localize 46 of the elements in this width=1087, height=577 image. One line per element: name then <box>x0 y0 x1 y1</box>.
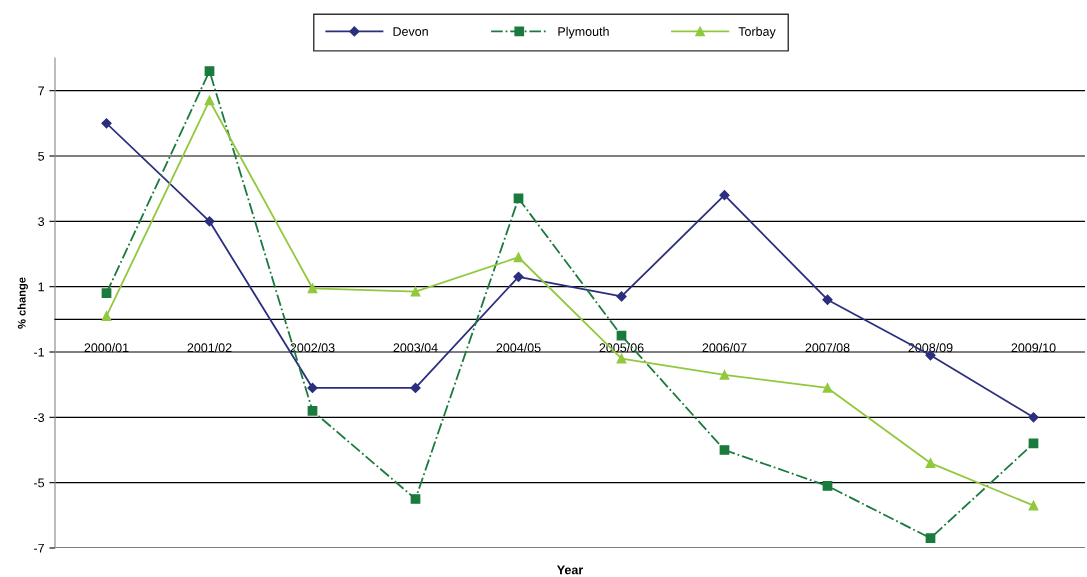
y-tick-label: 5 <box>38 151 45 161</box>
x-axis-title: Year <box>557 565 584 575</box>
legend-label: Plymouth <box>558 26 609 39</box>
point <box>204 66 215 76</box>
x-tick-label: 2009/10 <box>1011 342 1056 353</box>
y-tick-label: 3 <box>38 217 45 226</box>
point <box>307 283 318 294</box>
legend-label: Devon <box>393 27 428 36</box>
point <box>925 533 936 544</box>
y-tick-label: -3 <box>34 413 45 422</box>
point <box>822 294 833 305</box>
legend-label: Torbay <box>738 26 776 39</box>
point <box>616 353 627 364</box>
point <box>101 118 112 129</box>
y-tick-label: -5 <box>34 478 45 488</box>
point <box>307 405 318 416</box>
point <box>822 481 833 491</box>
x-tick-label: 2004/05 <box>496 342 541 353</box>
point <box>101 288 112 299</box>
y-tick-label: 1 <box>38 282 44 292</box>
point <box>204 216 215 227</box>
x-tick-label: 2001/02 <box>187 342 232 353</box>
x-tick-label: 2006/07 <box>702 342 747 353</box>
point <box>1028 500 1039 511</box>
x-tick-label: 2003/04 <box>393 342 438 353</box>
y-axis-title: % change <box>17 277 28 329</box>
point <box>101 311 112 321</box>
point <box>410 494 421 504</box>
point <box>719 190 730 201</box>
point <box>410 286 421 297</box>
x-tick-label: 2007/08 <box>805 342 850 353</box>
point <box>513 271 524 282</box>
x-tick-label: 2000/01 <box>84 342 129 353</box>
point <box>719 370 730 380</box>
point <box>204 95 215 106</box>
y-tick-label: -7 <box>34 543 44 553</box>
point <box>822 383 833 393</box>
point <box>1028 412 1039 423</box>
point <box>616 330 627 341</box>
point <box>616 291 627 302</box>
point <box>925 458 936 468</box>
y-tick-label: 7 <box>38 86 44 96</box>
x-tick-label: 2002/03 <box>290 342 335 353</box>
y-tick-label: -1 <box>34 347 44 357</box>
point <box>513 252 524 263</box>
point <box>719 445 730 455</box>
